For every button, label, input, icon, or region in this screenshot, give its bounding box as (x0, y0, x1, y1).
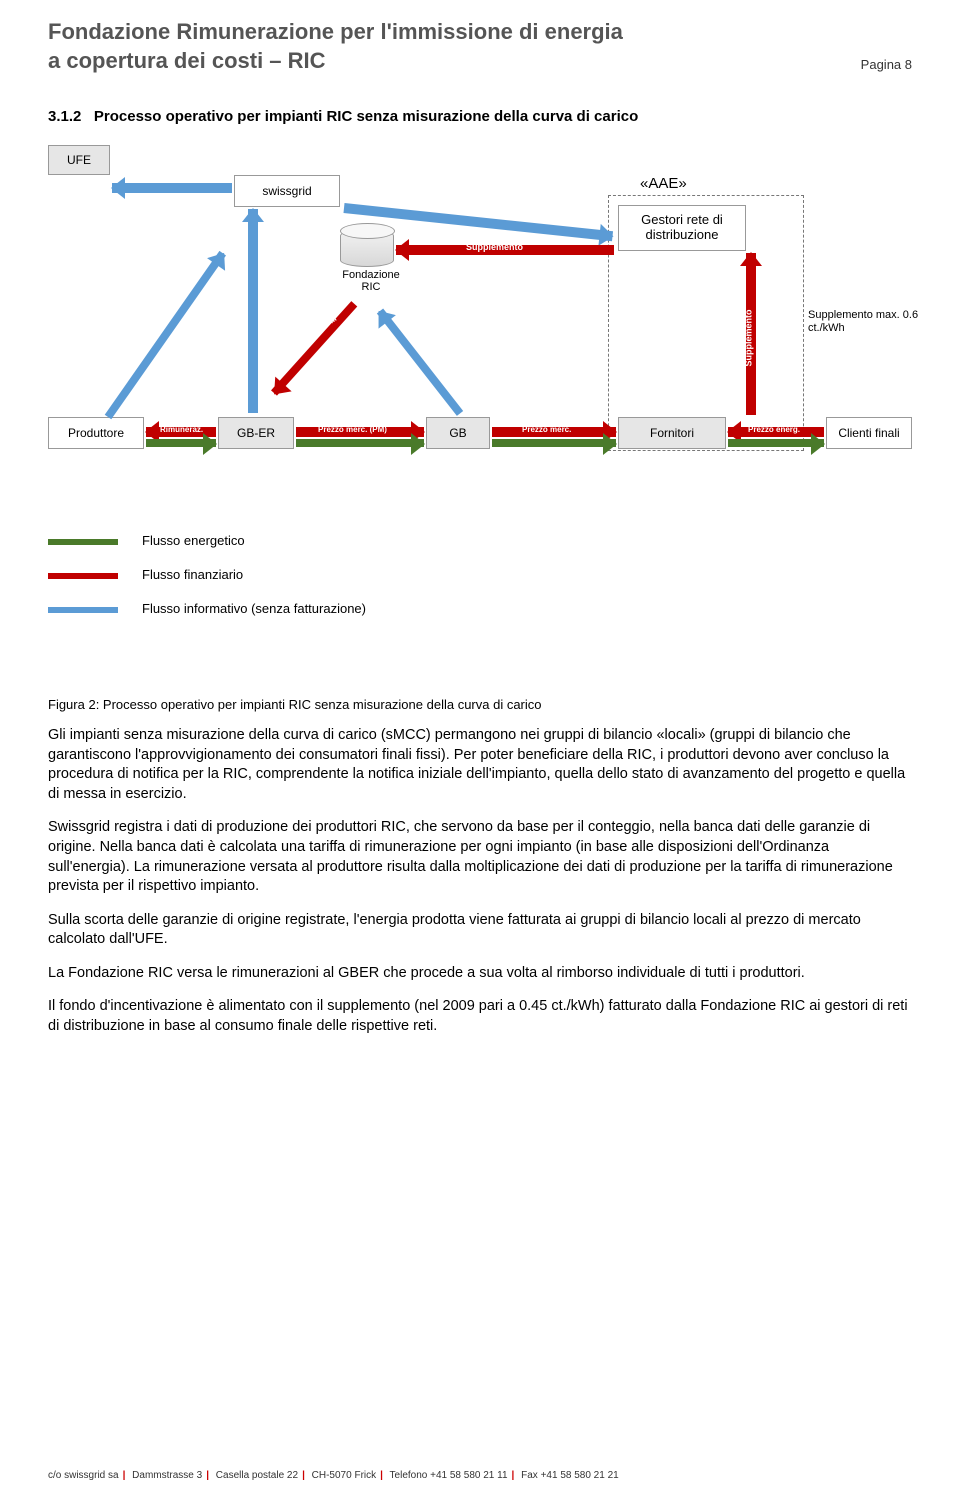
label-prezzo-merc: Prezzo merc. (522, 425, 571, 434)
figure-caption: Figura 2: Processo operativo per impiant… (48, 697, 912, 712)
label-supplemento-v: Supplemento (744, 310, 754, 367)
node-fornitori: Fornitori (618, 417, 726, 449)
label-prezzo-energ: Prezzo energ. (748, 425, 800, 434)
label-supplemento-max: Supplemento max. 0.6 ct./kWh (808, 309, 928, 335)
paragraph-3: Sulla scorta delle garanzie di origine r… (48, 911, 912, 950)
legend-energetico: Flusso energetico (142, 533, 245, 548)
title-line-1: Fondazione Rimunerazione per l'immission… (48, 18, 912, 47)
body-text: Gli impianti senza misurazione della cur… (48, 726, 912, 1036)
paragraph-4: La Fondazione RIC versa le rimunerazioni… (48, 964, 912, 984)
label-supplemento: Supplemento (466, 242, 523, 252)
node-produttore: Produttore (48, 417, 144, 449)
arrow-energ-4 (728, 439, 824, 447)
legend-swatch-green (48, 539, 118, 545)
node-gber: GB-ER (218, 417, 294, 449)
paragraph-2: Swissgrid registra i dati di produzione … (48, 818, 912, 896)
node-fondazione: Fondazione RIC (342, 269, 400, 293)
arrow-dati-prod2 (377, 309, 463, 416)
process-diagram: UFE swissgrid Fondazione RIC «AAE» Gesto… (48, 139, 912, 679)
arrow-notifiche (105, 251, 226, 419)
label-dati-prod1: Dati produzione (432, 192, 501, 209)
footer-part-1: Dammstrasse 3 (132, 1470, 202, 1481)
footer-part-4: Telefono +41 58 580 21 11 (390, 1470, 508, 1481)
footer-part-0: c/o swissgrid sa (48, 1470, 119, 1481)
legend-informativo: Flusso informativo (senza fatturazione) (142, 601, 366, 616)
footer-part-5: Fax +41 58 580 21 21 (521, 1470, 619, 1481)
footer-part-3: CH-5070 Frick (312, 1470, 376, 1481)
node-gb: GB (426, 417, 490, 449)
legend-finanziario: Flusso finanziario (142, 567, 243, 582)
label-prezzo-merc-pm: Prezzo merc. (PM) (318, 425, 387, 434)
footer-part-2: Casella postale 22 (216, 1470, 298, 1481)
db-icon (340, 229, 394, 267)
paragraph-5: Il fondo d'incentivazione è alimentato c… (48, 997, 912, 1036)
arrow-energ-3 (492, 439, 616, 447)
node-clienti: Clienti finali (826, 417, 912, 449)
arrow-energ-2 (296, 439, 424, 447)
section-heading: 3.1.2 Processo operativo per impianti RI… (48, 108, 912, 125)
document-header: Fondazione Rimunerazione per l'immission… (48, 18, 912, 72)
page-footer: c/o swissgrid sa| Dammstrasse 3| Casella… (48, 1470, 619, 1481)
section-title: Processo operativo per impianti RIC senz… (94, 108, 638, 125)
arrow-ufe-swissgrid (112, 183, 232, 193)
label-aae: «AAE» (640, 175, 687, 192)
section-number: 3.1.2 (48, 108, 81, 125)
node-ufe: UFE (48, 145, 110, 175)
node-gestori: Gestori rete di distribuzione (618, 205, 746, 251)
legend-swatch-blue (48, 607, 118, 613)
paragraph-1: Gli impianti senza misurazione della cur… (48, 726, 912, 804)
legend-swatch-red (48, 573, 118, 579)
label-go: GO (240, 305, 250, 319)
arrow-energ-1 (146, 439, 216, 447)
node-swissgrid: swissgrid (234, 175, 340, 207)
label-rimuneraz: Rimuneraz. (160, 425, 203, 434)
